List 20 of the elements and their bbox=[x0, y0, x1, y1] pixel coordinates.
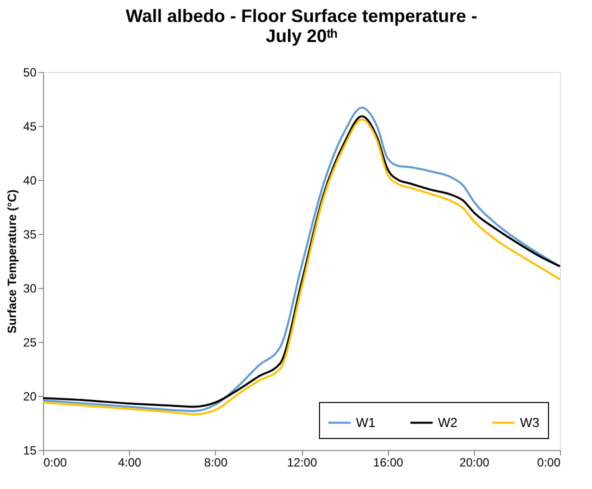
y-tick-label: 15 bbox=[23, 444, 37, 458]
y-tick-label: 35 bbox=[23, 228, 37, 242]
y-axis-title: Surface Temperature (°C) bbox=[5, 190, 20, 334]
y-tick-label: 50 bbox=[23, 66, 37, 80]
y-tick-label: 40 bbox=[23, 174, 37, 188]
x-tick-label: 0:00 bbox=[537, 456, 561, 470]
x-tick-label: 0:00 bbox=[44, 456, 68, 470]
x-tick-label: 4:00 bbox=[118, 456, 142, 470]
legend-label: W1 bbox=[356, 414, 376, 430]
x-tick-label: 8:00 bbox=[204, 456, 228, 470]
legend-label: W2 bbox=[438, 414, 458, 430]
x-tick-label: 20:00 bbox=[459, 456, 490, 470]
x-tick-label: 12:00 bbox=[286, 456, 318, 470]
legend-label: W3 bbox=[520, 414, 540, 430]
y-tick-label: 25 bbox=[23, 336, 37, 350]
y-tick-label: 45 bbox=[23, 120, 37, 134]
y-tick-label: 30 bbox=[23, 282, 37, 296]
x-tick-label: 16:00 bbox=[373, 456, 404, 470]
y-tick-label: 20 bbox=[23, 390, 37, 404]
chart-title: Wall albedo - Floor Surface temperature - July 20ᵗʰ bbox=[126, 6, 478, 46]
